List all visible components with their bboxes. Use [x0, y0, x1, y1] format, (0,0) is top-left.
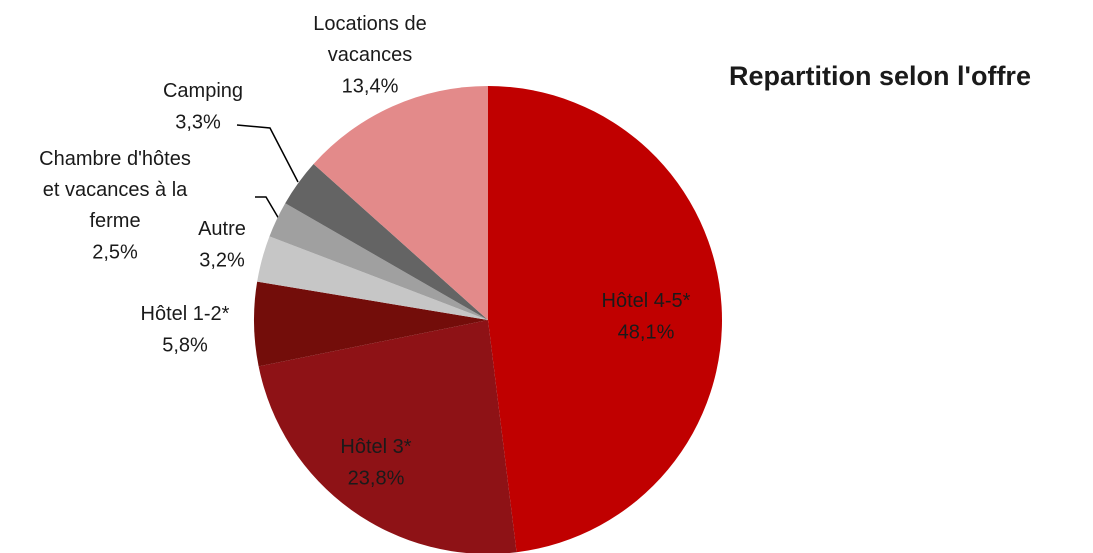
chart-title: Repartition selon l'offre: [729, 61, 1031, 91]
slice-label: Hôtel 1-2*: [141, 303, 230, 325]
leader-line: [255, 196, 280, 220]
slice-label: Chambre d'hôtes et vacances à la ferme: [39, 148, 191, 232]
value-label: 48,1%: [618, 321, 675, 343]
value-label: 23,8%: [348, 467, 405, 489]
pie-slice: [254, 281, 488, 367]
pie-slice: [258, 320, 517, 553]
value-label: 2,5%: [92, 241, 138, 263]
value-label: 5,8%: [162, 334, 208, 356]
value-label: 3,2%: [199, 249, 245, 271]
slice-label: Hôtel 3*: [340, 436, 411, 458]
slice-label: Autre: [198, 218, 246, 240]
pie-slice: [488, 86, 723, 553]
slice-label: Locations de vacances: [313, 13, 426, 66]
slice-label: Hôtel 4-5*: [602, 290, 691, 312]
value-label: 3,3%: [175, 111, 221, 133]
pie-slice: [257, 236, 488, 320]
pie-slice: [269, 203, 488, 320]
slice-label: Camping: [163, 80, 243, 102]
pie-slice: [285, 164, 488, 320]
leader-line: [236, 124, 299, 183]
pie-slice: [313, 86, 488, 320]
value-label: 13,4%: [342, 75, 399, 97]
